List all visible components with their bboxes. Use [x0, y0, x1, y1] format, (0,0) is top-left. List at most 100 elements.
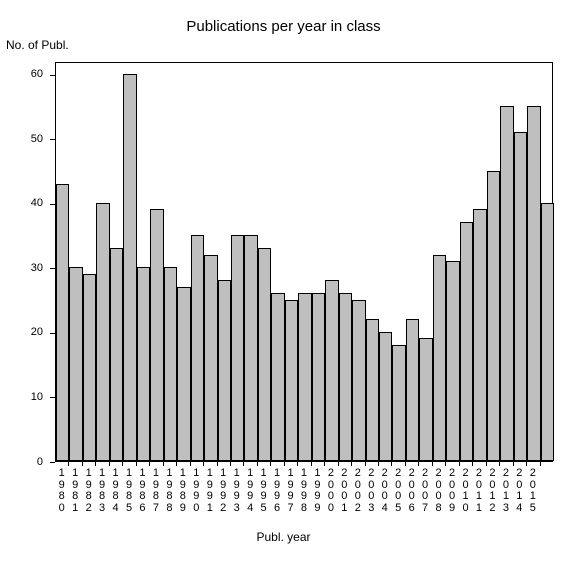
bar: [339, 293, 352, 461]
x-tick-mark: [109, 462, 110, 466]
y-tick-label: 30: [0, 262, 43, 274]
bar: [191, 235, 204, 461]
y-tick-label: 0: [0, 456, 43, 468]
x-tick-mark: [203, 462, 204, 466]
x-tick-label: 2006: [405, 468, 418, 514]
bar: [352, 300, 365, 461]
x-tick-mark: [540, 462, 541, 466]
bar: [406, 319, 419, 461]
x-tick-mark: [526, 462, 527, 466]
y-tick-mark: [50, 75, 55, 76]
bar: [419, 338, 432, 461]
bar: [446, 261, 459, 461]
x-tick-label: 2009: [445, 468, 458, 514]
bar: [325, 280, 338, 461]
x-tick-label: 1996: [270, 468, 283, 514]
x-tick-mark: [405, 462, 406, 466]
x-tick-mark: [163, 462, 164, 466]
x-tick-mark: [136, 462, 137, 466]
x-tick-mark: [270, 462, 271, 466]
x-tick-label: 1981: [68, 468, 81, 514]
x-tick-label: 2012: [486, 468, 499, 514]
x-tick-label: 2011: [472, 468, 485, 514]
x-tick-mark: [284, 462, 285, 466]
y-tick-label: 50: [0, 133, 43, 145]
x-tick-label: 2007: [418, 468, 431, 514]
x-tick-label: 2000: [324, 468, 337, 514]
x-tick-label: 1989: [176, 468, 189, 514]
x-tick-label: 2015: [526, 468, 539, 514]
x-tick-label: 1997: [284, 468, 297, 514]
y-tick-label: 20: [0, 326, 43, 338]
bar: [231, 235, 244, 461]
x-tick-mark: [513, 462, 514, 466]
x-tick-label: 1995: [257, 468, 270, 514]
bar: [83, 274, 96, 461]
bar: [366, 319, 379, 461]
x-tick-mark: [432, 462, 433, 466]
x-tick-label: 1983: [95, 468, 108, 514]
bar: [123, 74, 136, 461]
x-tick-mark: [257, 462, 258, 466]
y-tick-mark: [50, 268, 55, 269]
x-tick-mark: [297, 462, 298, 466]
x-tick-label: 1986: [136, 468, 149, 514]
bar: [271, 293, 284, 461]
x-tick-mark: [391, 462, 392, 466]
x-tick-mark: [176, 462, 177, 466]
x-tick-mark: [217, 462, 218, 466]
x-tick-mark: [499, 462, 500, 466]
x-tick-mark: [378, 462, 379, 466]
bar: [500, 106, 513, 461]
x-tick-label: 1990: [190, 468, 203, 514]
x-tick-label: 2004: [378, 468, 391, 514]
x-tick-mark: [190, 462, 191, 466]
x-tick-mark: [472, 462, 473, 466]
x-tick-mark: [95, 462, 96, 466]
x-tick-mark: [149, 462, 150, 466]
x-tick-label: 2003: [365, 468, 378, 514]
x-tick-mark: [122, 462, 123, 466]
y-tick-label: 40: [0, 197, 43, 209]
x-tick-label: 1985: [122, 468, 135, 514]
x-tick-label: 1999: [311, 468, 324, 514]
x-tick-label: 2005: [391, 468, 404, 514]
x-tick-mark: [82, 462, 83, 466]
bar: [460, 222, 473, 461]
plot-area: [55, 62, 553, 462]
x-tick-label: 2013: [499, 468, 512, 514]
x-tick-mark: [311, 462, 312, 466]
bar: [69, 267, 82, 461]
x-tick-label: 1980: [55, 468, 68, 514]
x-tick-mark: [351, 462, 352, 466]
x-tick-mark: [324, 462, 325, 466]
bar: [56, 184, 69, 461]
x-tick-label: 1992: [217, 468, 230, 514]
y-tick-label: 60: [0, 68, 43, 80]
bar: [164, 267, 177, 461]
bar: [541, 203, 554, 461]
x-tick-label: 1984: [109, 468, 122, 514]
bar: [514, 132, 527, 461]
x-tick-label: 2014: [513, 468, 526, 514]
bar: [298, 293, 311, 461]
x-axis-title: Publ. year: [0, 530, 567, 544]
chart-container: Publications per year in class No. of Pu…: [0, 0, 567, 567]
x-tick-mark: [68, 462, 69, 466]
x-tick-mark: [243, 462, 244, 466]
y-tick-mark: [50, 139, 55, 140]
bar: [218, 280, 231, 461]
x-tick-mark: [365, 462, 366, 466]
x-tick-mark: [486, 462, 487, 466]
x-tick-mark: [338, 462, 339, 466]
x-tick-mark: [230, 462, 231, 466]
bar: [312, 293, 325, 461]
y-tick-mark: [50, 204, 55, 205]
bar: [96, 203, 109, 461]
bar: [285, 300, 298, 461]
y-tick-label: 10: [0, 391, 43, 403]
x-tick-label: 1982: [82, 468, 95, 514]
bar: [433, 255, 446, 461]
bar: [244, 235, 257, 461]
x-tick-label: 1991: [203, 468, 216, 514]
